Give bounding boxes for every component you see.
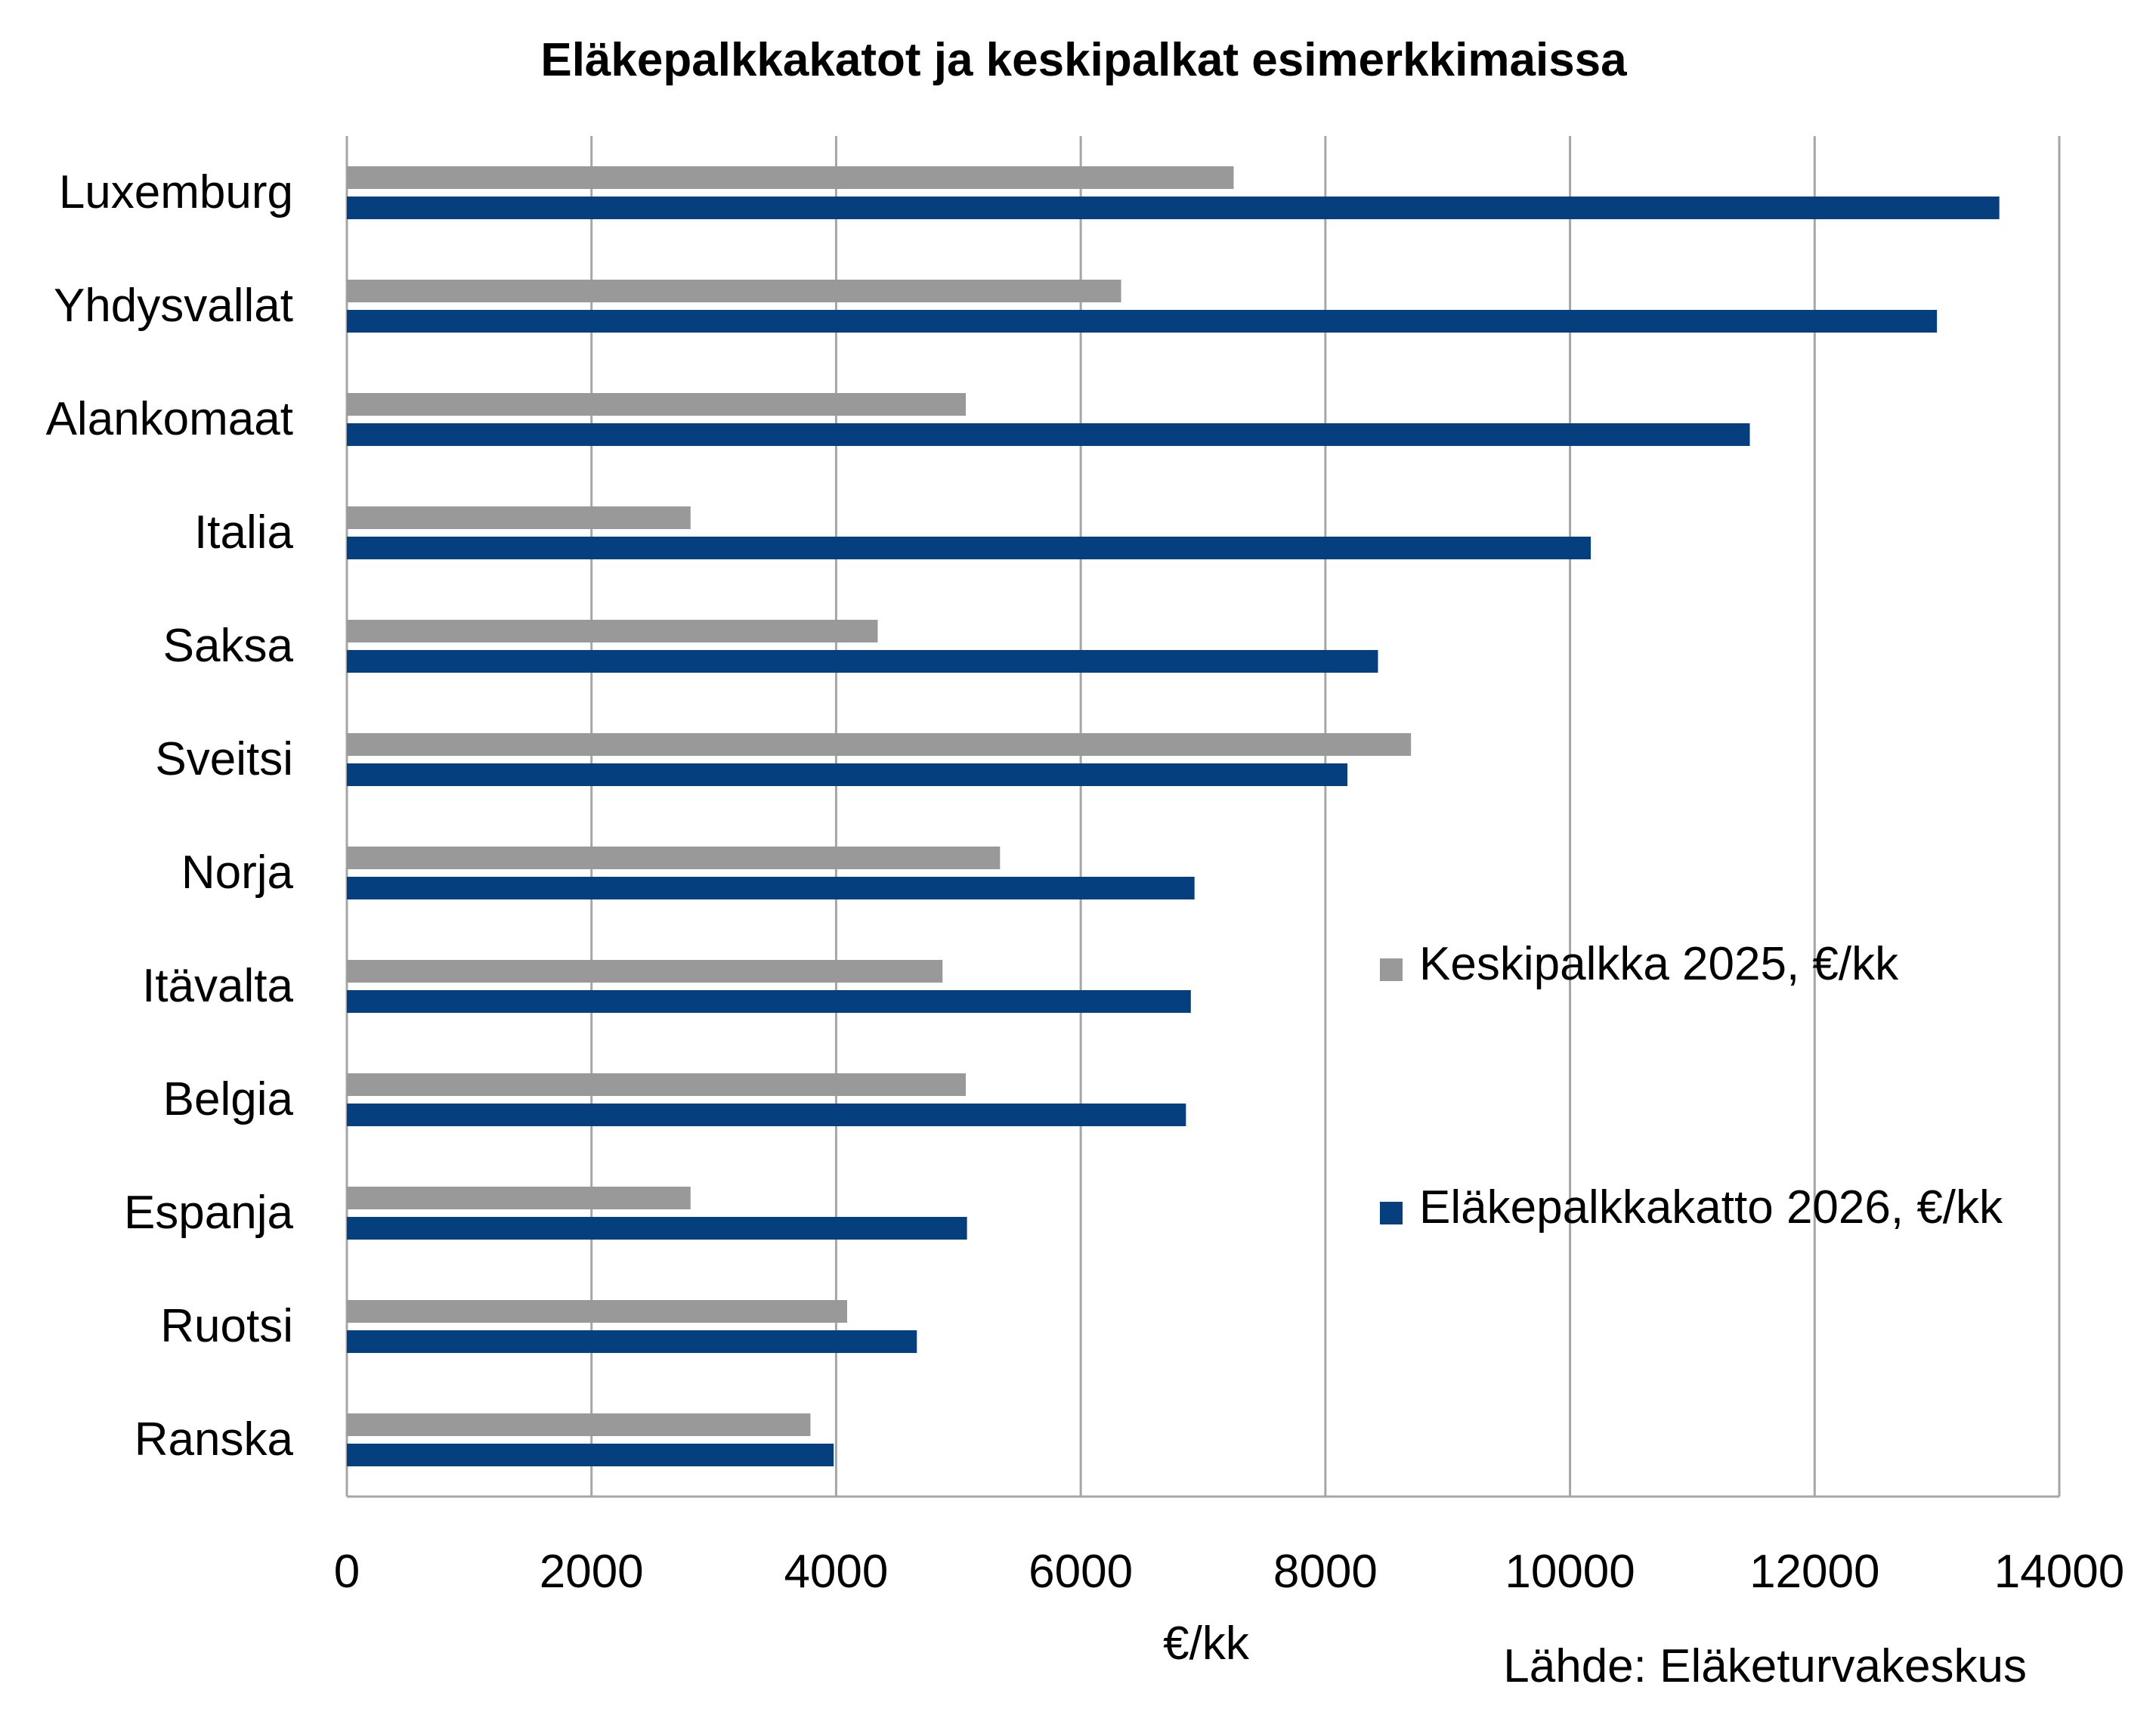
x-tick-label: 8000 — [1273, 1546, 1378, 1598]
x-tick-label: 6000 — [1029, 1546, 1133, 1598]
category-labels: Luxemburg Yhdysvallat Alankomaat Italia Saks… — [46, 166, 294, 1466]
category-label: Ranska — [135, 1413, 294, 1466]
category-label: Saksa — [163, 620, 294, 672]
bar-keskipalkka — [347, 1300, 847, 1323]
bar-keskipalkka — [347, 620, 878, 642]
category-label: Espanja — [124, 1187, 294, 1239]
x-tick-label: 10000 — [1505, 1546, 1635, 1598]
bar-elakepalkkakatto — [347, 197, 2000, 219]
x-tick-labels: 0 2000 4000 6000 8000 10000 12000 14000 — [334, 1546, 2124, 1598]
legend-swatch — [1380, 958, 1403, 981]
bar-keskipalkka — [347, 166, 1234, 189]
bar-keskipalkka — [347, 506, 691, 529]
bar-elakepalkkakatto — [347, 1330, 917, 1353]
x-axis-label: €/kk — [1163, 1617, 1250, 1670]
bar-keskipalkka — [347, 1073, 966, 1096]
category-label: Itävalta — [142, 960, 293, 1012]
bar-elakepalkkakatto — [347, 763, 1347, 786]
bar-keskipalkka — [347, 733, 1412, 756]
bar-elakepalkkakatto — [347, 1444, 834, 1466]
legend-label: Keskipalkka 2025, €/kk — [1419, 938, 1899, 990]
x-tick-label: 4000 — [784, 1546, 888, 1598]
bar-elakepalkkakatto — [347, 990, 1191, 1013]
bar-elakepalkkakatto — [347, 650, 1378, 673]
bar-keskipalkka — [347, 280, 1121, 302]
category-label: Yhdysvallat — [54, 280, 293, 332]
bar-elakepalkkakatto — [347, 423, 1750, 446]
legend-label: Eläkepalkkakatto 2026, €/kk — [1419, 1181, 2003, 1234]
category-label: Belgia — [163, 1073, 294, 1125]
legend: Keskipalkka 2025, €/kk Eläkepalkkakatto 2… — [1380, 938, 2003, 1234]
category-label: Norja — [181, 847, 294, 899]
bar-elakepalkkakatto — [347, 877, 1195, 899]
x-tick-label: 0 — [334, 1546, 360, 1598]
bar-keskipalkka — [347, 1413, 811, 1436]
bar-keskipalkka — [347, 393, 966, 416]
chart-title: Eläkepalkkakatot ja keskipalkat esimerkk… — [540, 34, 1627, 86]
bar-keskipalkka — [347, 960, 943, 983]
source-note: Lähde: Eläketurvakeskus — [1503, 1640, 2027, 1692]
bar-elakepalkkakatto — [347, 1104, 1186, 1126]
bar-elakepalkkakatto — [347, 310, 1938, 333]
bar-keskipalkka — [347, 847, 1001, 869]
x-tick-label: 14000 — [1994, 1546, 2124, 1598]
category-label: Italia — [194, 506, 293, 559]
category-label: Sveitsi — [155, 733, 293, 785]
category-label: Alankomaat — [46, 393, 293, 445]
bar-elakepalkkakatto — [347, 1217, 967, 1240]
bar-keskipalkka — [347, 1187, 691, 1209]
category-label: Luxemburg — [59, 166, 293, 218]
category-label: Ruotsi — [160, 1300, 293, 1352]
legend-swatch — [1380, 1202, 1403, 1224]
bars — [347, 166, 2000, 1466]
x-tick-label: 2000 — [540, 1546, 644, 1598]
x-tick-label: 12000 — [1749, 1546, 1879, 1598]
axes — [345, 136, 2059, 1498]
gridlines — [590, 136, 2061, 1497]
bar-elakepalkkakatto — [347, 537, 1591, 559]
